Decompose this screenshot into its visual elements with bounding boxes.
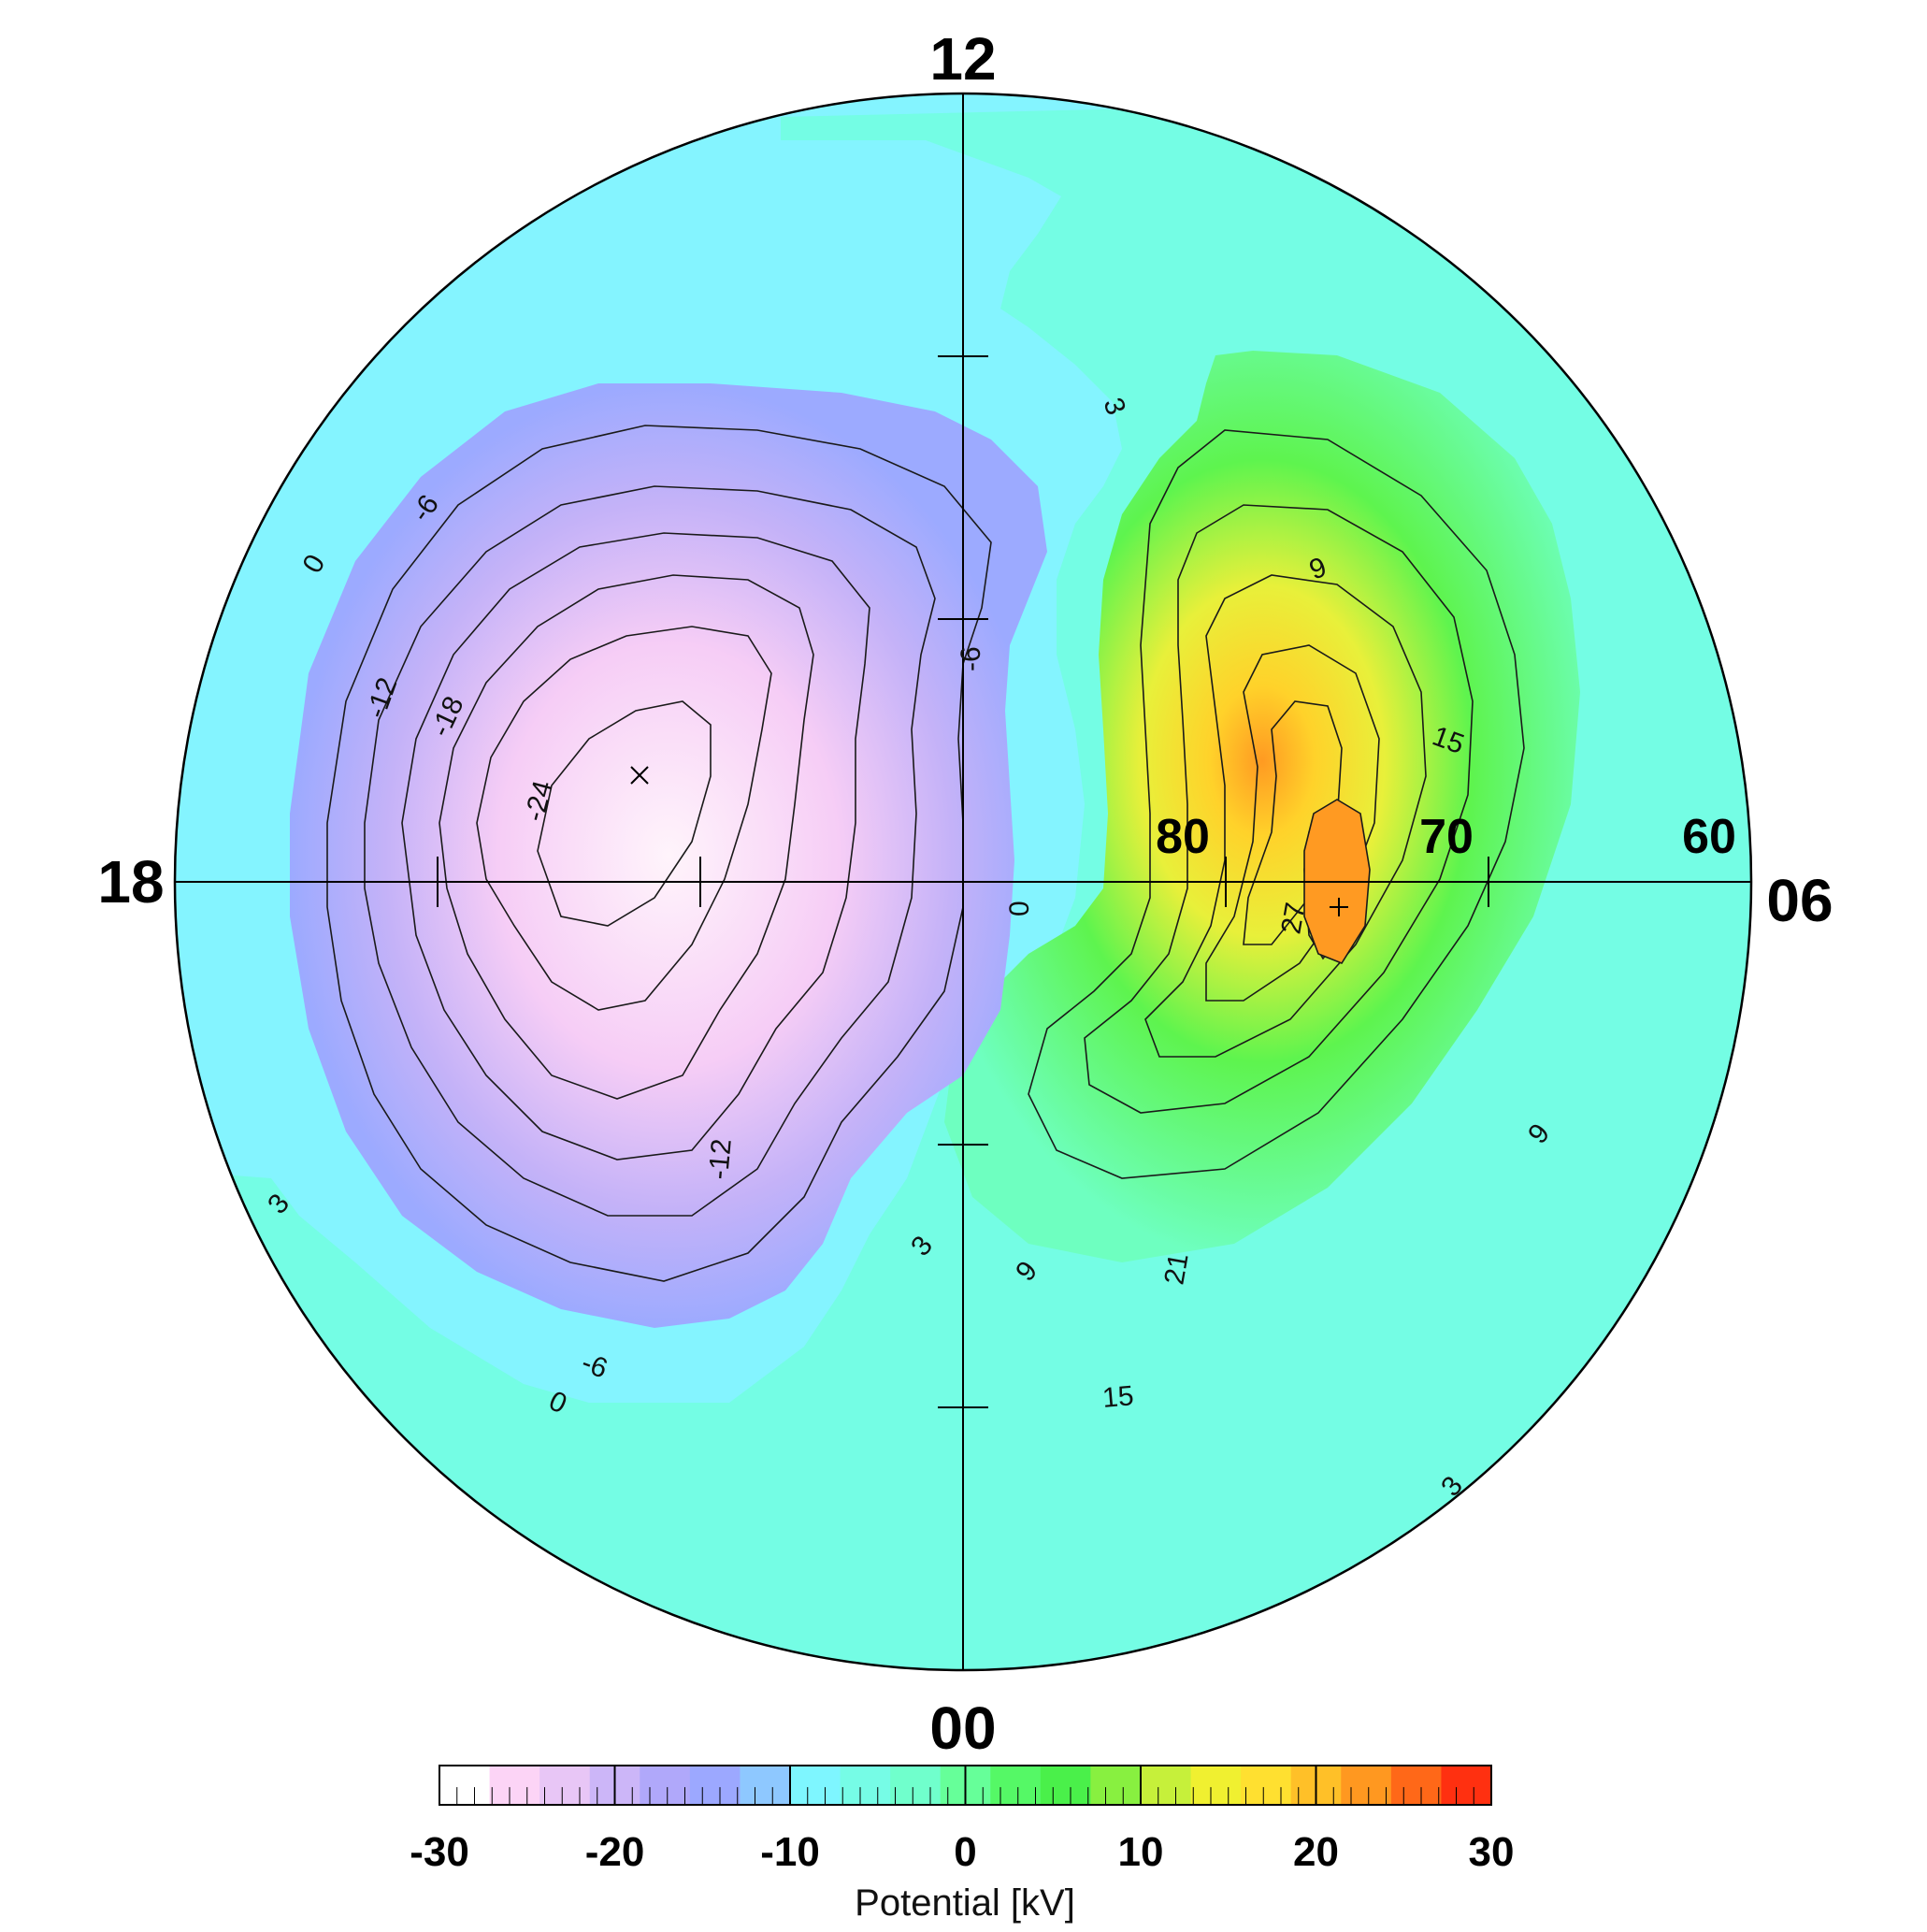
colorbar-tick-label: -20 xyxy=(585,1829,645,1875)
colorbar: -30 -20 -10 0 10 20 30 Potential [kV] xyxy=(410,1765,1514,1924)
colorbar-minor-ticks xyxy=(439,1766,1492,1805)
colorbar-swatch xyxy=(489,1766,540,1805)
colorbar-swatches xyxy=(439,1766,1492,1805)
colorbar-swatch xyxy=(1141,1766,1192,1805)
mlt-label-left: 18 xyxy=(97,848,164,916)
colorbar-swatch xyxy=(990,1766,1042,1805)
colorbar-swatch xyxy=(890,1766,942,1805)
colorbar-swatch xyxy=(1341,1766,1392,1805)
colorbar-swatch xyxy=(1390,1766,1443,1805)
polar-grid xyxy=(173,92,1753,1672)
contour-lines-negative xyxy=(326,425,992,1282)
colorbar-swatch xyxy=(640,1766,691,1805)
colorbar-tick-labels: -30 -20 -10 0 10 20 30 xyxy=(410,1829,1514,1875)
mlt-label-right: 06 xyxy=(1766,867,1833,934)
colorbar-swatch xyxy=(840,1766,891,1805)
colorbar-swatch xyxy=(1441,1766,1492,1805)
latitude-label: 60 xyxy=(1682,810,1736,864)
latitude-label: 70 xyxy=(1419,810,1474,864)
extremum-markers xyxy=(630,766,1348,916)
colorbar-title: Potential [kV] xyxy=(855,1882,1075,1924)
region-positive-cell xyxy=(944,351,1580,1262)
colorbar-tick-label: 20 xyxy=(1293,1829,1339,1875)
colorbar-tick-label: -10 xyxy=(760,1829,820,1875)
colorbar-swatch xyxy=(439,1766,491,1805)
mlt-label-bottom: 00 xyxy=(929,1694,996,1762)
colorbar-swatch xyxy=(1040,1766,1092,1805)
contour-label: 21 xyxy=(1158,1251,1194,1288)
colorbar-swatch xyxy=(1190,1766,1242,1805)
mlt-label-top: 12 xyxy=(929,25,996,93)
colorbar-swatch xyxy=(1090,1766,1142,1805)
colorbar-swatch xyxy=(740,1766,791,1805)
colorbar-swatch xyxy=(689,1766,741,1805)
contour-label: 0 xyxy=(1004,901,1035,916)
colorbar-swatch xyxy=(1241,1766,1292,1805)
colorbar-swatch xyxy=(539,1766,591,1805)
colorbar-tick-label: -30 xyxy=(410,1829,469,1875)
colorbar-tick-label: 30 xyxy=(1469,1829,1515,1875)
colorbar-swatch xyxy=(790,1766,841,1805)
contour-label: -12 xyxy=(703,1138,738,1181)
colorbar-tick-label: 0 xyxy=(954,1829,976,1875)
colorbar-tick-label: 10 xyxy=(1118,1829,1164,1875)
contour-label: 27 xyxy=(1275,901,1311,937)
region-negative-cell xyxy=(290,383,1047,1328)
contour-label: -6 xyxy=(956,646,986,671)
latitude-label: 80 xyxy=(1156,810,1210,864)
contour-label: 15 xyxy=(1101,1380,1135,1414)
